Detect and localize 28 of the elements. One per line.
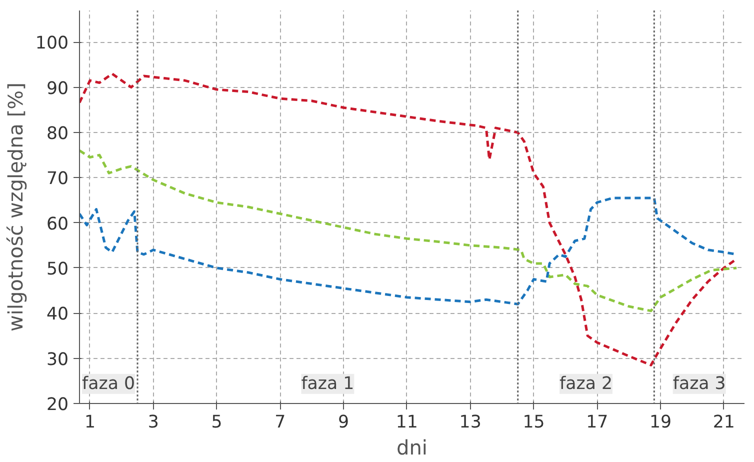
x-tick-label: 7 [274,412,286,432]
y-tick-label: 80 [46,124,69,144]
annotation: faza 2 [560,374,612,394]
y-tick-label: 40 [46,304,69,325]
x-tick-label: 9 [338,412,350,432]
y-tick-label: 60 [46,214,69,234]
annotation: faza 3 [672,374,726,394]
x-tick-label: 1 [84,412,96,432]
x-tick-label: 21 [712,412,735,432]
y-tick-label: 30 [46,350,69,370]
x-tick-label: 3 [148,412,159,432]
x-axis-title: dni [396,436,428,460]
y-axis-title: wilgotność względna [%] [3,82,28,332]
y-tick-label: 50 [46,259,69,280]
line-series [80,72,738,366]
y-tick-label: 20 [46,395,69,415]
x-tick-label: 11 [396,412,418,432]
annotation: faza 0 [82,374,135,394]
y-tick-label: 90 [46,78,69,99]
y-tick-label: 70 [46,169,69,190]
y-tick-label: 100 [35,34,69,54]
x-tick-label: 5 [211,412,222,432]
x-tick-label: 15 [522,412,545,432]
x-tick-label: 13 [459,412,482,432]
x-tick-label: 19 [649,412,672,432]
x-tick-label: 17 [586,412,608,432]
annotation: faza 1 [301,374,354,394]
line-series [80,149,738,312]
